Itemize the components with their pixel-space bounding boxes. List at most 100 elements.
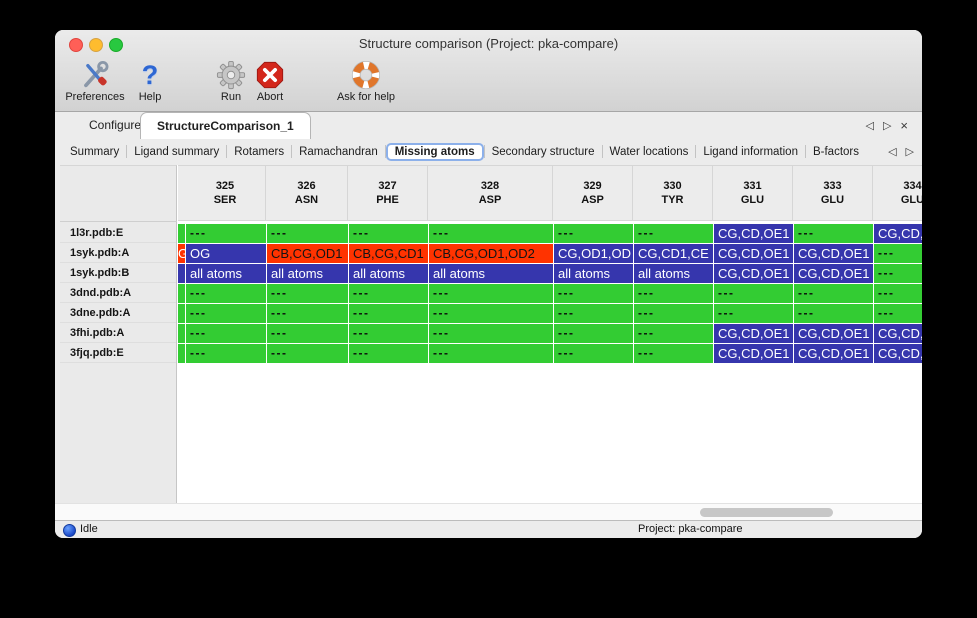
status-text: Idle <box>80 523 98 535</box>
abort-button[interactable]: Abort <box>254 59 286 103</box>
tab-missing-atoms[interactable]: Missing atoms <box>385 142 484 161</box>
table-row: all atoms all atoms all atoms all atoms all … <box>178 264 922 283</box>
missing-atoms-cell: CG,CD,OE1 <box>714 224 793 243</box>
view-tab-next-icon[interactable]: ▷ <box>905 146 914 158</box>
missing-atoms-cell: --- <box>634 304 713 323</box>
missing-atoms-cell: CG,CD,OE1 <box>874 344 922 363</box>
missing-atoms-cell: CG,CD,OE1 <box>714 324 793 343</box>
app-window: Structure comparison (Project: pka-compa… <box>55 30 922 538</box>
missing-atoms-cell: --- <box>634 324 713 343</box>
missing-atoms-cell: --- <box>794 224 873 243</box>
missing-atoms-cell: CG,CD,OE1 <box>794 264 873 283</box>
tools-icon <box>79 59 111 91</box>
clipped-cell <box>178 264 185 283</box>
lifebuoy-icon <box>350 59 382 91</box>
missing-atoms-cell: --- <box>554 224 633 243</box>
table-row: --- --- --- --- --- --- --- --- --- <box>178 284 922 303</box>
table-header-columns: 325 SER 326 ASN 327 PHE 328 ASP 329 ASP 330 TYR 331 G… <box>185 165 922 221</box>
clipped-column-header <box>178 165 185 221</box>
missing-atoms-cell: all atoms <box>349 264 428 283</box>
stop-x-icon <box>254 59 286 91</box>
ask-for-help-button[interactable]: Ask for help <box>337 59 395 103</box>
zoom-window-button[interactable] <box>109 38 123 52</box>
window-title: Structure comparison (Project: pka-compa… <box>358 36 619 51</box>
clipped-cell <box>178 224 185 243</box>
run-button[interactable]: Run <box>215 59 247 103</box>
tab-ligand-summary[interactable]: Ligand summary <box>134 145 220 158</box>
preferences-button[interactable]: Preferences <box>65 59 125 103</box>
header-divider-line <box>60 221 177 222</box>
tab-b-factors[interactable]: B-factors <box>812 145 859 158</box>
horizontal-scrollbar[interactable] <box>55 503 922 520</box>
clipped-cell <box>178 284 185 303</box>
toolbar-label: Abort <box>256 91 284 103</box>
missing-atoms-cell: all atoms <box>429 264 553 283</box>
question-mark-icon: ? <box>141 60 159 90</box>
missing-atoms-cell: CG,CD,OE1 <box>874 324 922 343</box>
toolbar-label: Help <box>138 91 162 103</box>
row-label: 3dne.pdb:A <box>60 304 176 323</box>
toolbar: Preferences ? Help <box>55 57 922 112</box>
table-row: --- --- --- --- --- --- CG,CD,OE1 CG,CD,OE1 CG,C… <box>178 324 922 343</box>
tab-configure[interactable]: Configure <box>89 118 142 132</box>
titlebar: Structure comparison (Project: pka-compa… <box>55 30 922 57</box>
doc-tab-next-icon[interactable]: ▷ <box>882 119 892 132</box>
missing-atoms-cell: --- <box>554 324 633 343</box>
document-tab-bar: Configure StructureComparison_1 ◁ ▷ × <box>55 112 922 139</box>
tab-secondary-structure[interactable]: Secondary structure <box>491 145 595 158</box>
missing-atoms-cell: CG,CD,OE1 <box>714 264 793 283</box>
missing-atoms-cell: CG,OD1,OD <box>554 244 633 263</box>
missing-atoms-cell: all atoms <box>186 264 266 283</box>
tab-ligand-information[interactable]: Ligand information <box>703 145 798 158</box>
column-header: 334 GLU <box>873 165 922 221</box>
tab-rotamers[interactable]: Rotamers <box>234 145 285 158</box>
tab-structurecomparison-1[interactable]: StructureComparison_1 <box>140 112 311 139</box>
missing-atoms-cell: --- <box>429 224 553 243</box>
minimize-window-button[interactable] <box>89 38 103 52</box>
missing-atoms-cell: all atoms <box>554 264 633 283</box>
missing-atoms-cell: --- <box>794 304 873 323</box>
help-button[interactable]: ? Help <box>134 59 166 103</box>
missing-atoms-cell: --- <box>267 284 348 303</box>
column-header: 331 GLU <box>713 165 793 221</box>
missing-atoms-cell: CG,CD,OE1 <box>714 244 793 263</box>
missing-atoms-cell: --- <box>186 224 266 243</box>
view-tab-bar: Summary Ligand summary Rotamers Ramachan… <box>55 138 922 165</box>
missing-atoms-cell: CG,CD,OE1 <box>714 344 793 363</box>
missing-atoms-cell: --- <box>349 284 428 303</box>
missing-atoms-cell: --- <box>186 324 266 343</box>
tab-divider <box>226 145 228 158</box>
column-header: 328 ASP <box>428 165 553 221</box>
missing-atoms-cell: --- <box>186 344 266 363</box>
tab-water-locations[interactable]: Water locations <box>609 145 689 158</box>
column-header: 333 GLU <box>793 165 873 221</box>
row-labels: 1l3r.pdb:E 1syk.pdb:A 1syk.pdb:B 3dnd.pdb:A… <box>60 224 176 364</box>
row-label: 3dnd.pdb:A <box>60 284 176 303</box>
missing-atoms-cell: --- <box>267 224 348 243</box>
tab-divider <box>695 145 697 158</box>
clipped-cell <box>178 344 185 363</box>
toolbar-label: Ask for help <box>336 91 396 103</box>
missing-atoms-cell: --- <box>186 284 266 303</box>
toolbar-label: Preferences <box>65 91 125 103</box>
doc-tab-close-icon[interactable]: × <box>900 117 908 133</box>
table-row: G OG CB,CG,OD1 CB,CG,CD1 CB,CG,OD1,OD2 CG,OD1… <box>178 244 922 263</box>
tab-divider <box>384 145 386 158</box>
tab-summary[interactable]: Summary <box>70 145 120 158</box>
missing-atoms-cell: --- <box>714 304 793 323</box>
column-header: 327 PHE <box>348 165 428 221</box>
view-tab-prev-icon[interactable]: ◁ <box>888 146 897 158</box>
scrollbar-thumb[interactable] <box>700 508 833 517</box>
column-header: 325 SER <box>185 165 266 221</box>
doc-tab-prev-icon[interactable]: ◁ <box>865 119 874 132</box>
missing-atoms-cell: --- <box>874 304 922 323</box>
missing-atoms-cell: CG,CD,OE1 <box>874 224 922 243</box>
column-header: 329 ASP <box>553 165 633 221</box>
status-bar: Idle Project: pka-compare <box>55 520 922 538</box>
missing-atoms-cell: --- <box>634 344 713 363</box>
missing-atoms-cell: --- <box>429 324 553 343</box>
tab-ramachandran[interactable]: Ramachandran <box>299 145 378 158</box>
missing-atoms-cell: --- <box>429 284 553 303</box>
close-window-button[interactable] <box>69 38 83 52</box>
row-label: 1l3r.pdb:E <box>60 224 176 243</box>
